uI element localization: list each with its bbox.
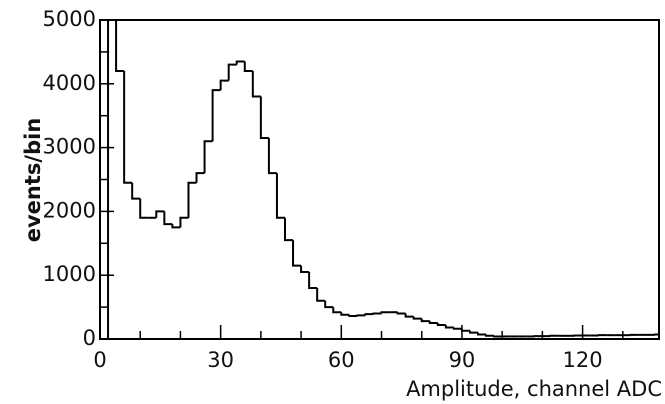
histogram-bin bbox=[460, 328, 470, 332]
y-tick-label: 5000 bbox=[43, 7, 96, 31]
histogram-bin bbox=[187, 181, 197, 218]
histogram-bin bbox=[171, 224, 181, 229]
histogram-bin bbox=[179, 216, 189, 228]
y-tick-label: 0 bbox=[83, 326, 96, 350]
histogram-bin bbox=[316, 287, 326, 302]
x-tick-label: 120 bbox=[563, 348, 603, 372]
histogram-bin bbox=[251, 71, 261, 98]
histogram-bin bbox=[485, 334, 495, 337]
histogram-bin bbox=[243, 61, 253, 73]
histogram-bin bbox=[123, 71, 133, 184]
plot-frame bbox=[99, 19, 660, 340]
histogram-bin bbox=[372, 312, 382, 315]
histogram-bin bbox=[259, 96, 269, 140]
histogram-bin bbox=[292, 240, 302, 267]
y-tick-label: 1000 bbox=[43, 262, 96, 286]
x-tick-label: 0 bbox=[93, 348, 106, 372]
y-tick-label: 4000 bbox=[43, 71, 96, 95]
histogram-bin bbox=[428, 321, 438, 325]
histogram-bin bbox=[203, 140, 213, 174]
histogram-bin bbox=[308, 272, 318, 289]
histogram-bin bbox=[139, 198, 149, 219]
histogram-bin bbox=[227, 63, 237, 81]
histogram-bin bbox=[300, 265, 310, 274]
histogram-bin bbox=[107, 20, 110, 339]
histogram-bin bbox=[283, 217, 294, 242]
histogram-bin bbox=[195, 172, 205, 183]
histogram-bin bbox=[380, 311, 390, 314]
histogram-bin bbox=[364, 313, 374, 316]
y-tick-label: 2000 bbox=[43, 198, 96, 222]
histogram-bin bbox=[324, 300, 334, 309]
histogram-bin bbox=[444, 324, 454, 329]
histogram-bin bbox=[219, 79, 229, 91]
x-axis-label: Amplitude, channel ADC bbox=[406, 377, 662, 401]
x-tick-label: 60 bbox=[328, 348, 355, 372]
histogram-bin bbox=[267, 138, 277, 175]
y-axis-label: events/bin bbox=[21, 118, 45, 243]
histogram-bin bbox=[412, 316, 422, 320]
histogram-bin bbox=[468, 330, 479, 334]
histogram-bin bbox=[340, 312, 350, 316]
histogram-bin bbox=[211, 89, 221, 142]
histogram-bin bbox=[115, 20, 125, 73]
histogram-bin bbox=[404, 313, 414, 318]
histogram-bin bbox=[477, 332, 487, 336]
x-tick-label: 30 bbox=[207, 348, 234, 372]
histogram-bin bbox=[163, 211, 173, 226]
histogram-bin bbox=[420, 318, 430, 323]
histogram-bin bbox=[275, 173, 285, 219]
histogram-bin bbox=[155, 210, 165, 218]
histogram bbox=[107, 20, 659, 339]
histogram-bin bbox=[452, 327, 462, 330]
histogram-bin bbox=[396, 312, 406, 315]
histogram-bin bbox=[436, 323, 446, 326]
histogram-bin bbox=[235, 60, 245, 65]
histogram-bin bbox=[348, 314, 358, 318]
histogram-bin bbox=[493, 335, 503, 338]
y-tick-label: 3000 bbox=[43, 135, 96, 159]
histogram-bin bbox=[356, 314, 366, 317]
histogram-bin bbox=[332, 307, 342, 314]
x-tick-label: 90 bbox=[449, 348, 476, 372]
histogram-bin bbox=[131, 182, 141, 200]
